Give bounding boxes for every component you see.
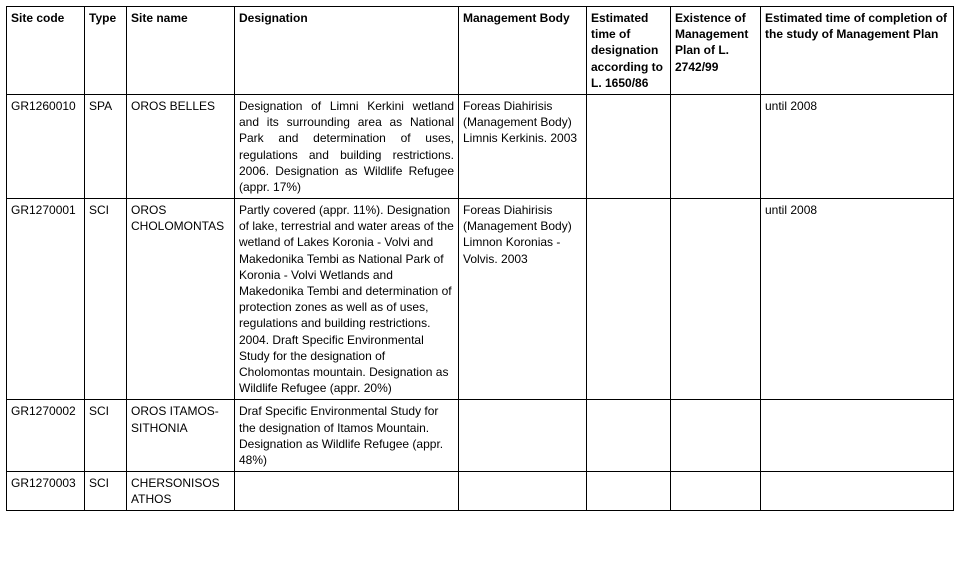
cell-existence-plan <box>671 94 761 198</box>
cell-est-time-completion: until 2008 <box>761 199 954 400</box>
cell-mgmt-body: Foreas Diahirisis (Management Body) Limn… <box>459 199 587 400</box>
col-header-site-code: Site code <box>7 7 85 95</box>
col-header-est-time-designation: Estimated time of designation according … <box>587 7 671 95</box>
sites-table: Site code Type Site name Designation Man… <box>6 6 954 511</box>
table-row: GR1270003 SCI CHERSONISOS ATHOS <box>7 472 954 511</box>
cell-type: SPA <box>85 94 127 198</box>
col-header-type: Type <box>85 7 127 95</box>
table-header-row: Site code Type Site name Designation Man… <box>7 7 954 95</box>
col-header-est-time-completion: Estimated time of completion of the stud… <box>761 7 954 95</box>
cell-site-code: GR1260010 <box>7 94 85 198</box>
cell-est-time-designation <box>587 400 671 472</box>
cell-est-time-completion: until 2008 <box>761 94 954 198</box>
cell-type: SCI <box>85 400 127 472</box>
cell-existence-plan <box>671 199 761 400</box>
col-header-designation: Designation <box>235 7 459 95</box>
col-header-mgmt-body: Management Body <box>459 7 587 95</box>
cell-est-time-completion <box>761 400 954 472</box>
cell-designation: Partly covered (appr. 11%). Designation … <box>235 199 459 400</box>
cell-site-name: OROS CHOLOMONTAS <box>127 199 235 400</box>
cell-existence-plan <box>671 400 761 472</box>
cell-type: SCI <box>85 472 127 511</box>
cell-mgmt-body <box>459 400 587 472</box>
table-row: GR1270001 SCI OROS CHOLOMONTAS Partly co… <box>7 199 954 400</box>
cell-mgmt-body: Foreas Diahirisis (Management Body) Limn… <box>459 94 587 198</box>
cell-type: SCI <box>85 199 127 400</box>
cell-designation: Draf Specific Environmental Study for th… <box>235 400 459 472</box>
cell-site-name: OROS ITAMOS-SITHONIA <box>127 400 235 472</box>
cell-est-time-designation <box>587 472 671 511</box>
col-header-site-name: Site name <box>127 7 235 95</box>
cell-designation: Designation of Limni Kerkini wetland and… <box>235 94 459 198</box>
table-row: GR1260010 SPA OROS BELLES Designation of… <box>7 94 954 198</box>
cell-designation <box>235 472 459 511</box>
cell-mgmt-body <box>459 472 587 511</box>
cell-est-time-completion <box>761 472 954 511</box>
cell-est-time-designation <box>587 94 671 198</box>
cell-existence-plan <box>671 472 761 511</box>
cell-est-time-designation <box>587 199 671 400</box>
cell-site-code: GR1270001 <box>7 199 85 400</box>
cell-site-code: GR1270003 <box>7 472 85 511</box>
table-row: GR1270002 SCI OROS ITAMOS-SITHONIA Draf … <box>7 400 954 472</box>
cell-site-name: OROS BELLES <box>127 94 235 198</box>
cell-site-name: CHERSONISOS ATHOS <box>127 472 235 511</box>
col-header-existence-plan: Existence of Management Plan of L. 2742/… <box>671 7 761 95</box>
cell-site-code: GR1270002 <box>7 400 85 472</box>
